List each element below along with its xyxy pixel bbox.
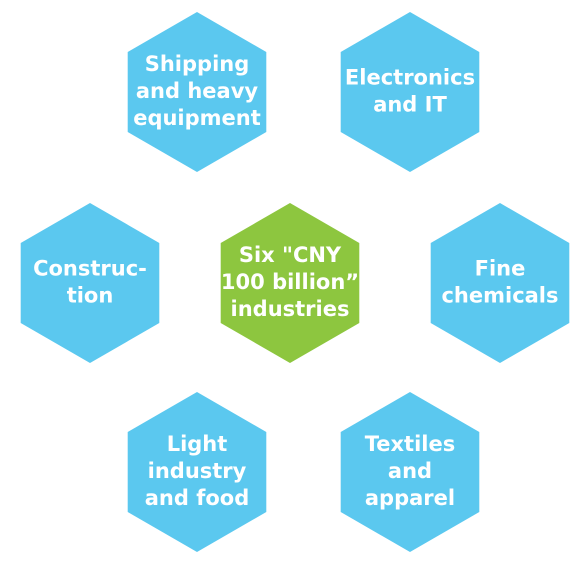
node-label: industry	[148, 459, 247, 483]
node-label: Textiles	[365, 432, 456, 456]
node-label: Six "CNY	[239, 243, 342, 267]
node-label: Fine	[475, 257, 526, 281]
node-label: and IT	[373, 93, 447, 117]
hexagon	[430, 203, 570, 363]
hexagon	[220, 203, 360, 363]
node-label: apparel	[365, 486, 455, 510]
hexagon	[20, 203, 160, 363]
node-label: tion	[67, 284, 114, 308]
hexagon	[340, 12, 480, 172]
node-label: Shipping	[145, 52, 250, 76]
node-label: Electronics	[345, 66, 475, 90]
node-label: equipment	[133, 106, 261, 130]
hexagon	[127, 12, 267, 172]
hexagon	[340, 392, 480, 552]
node-label: and food	[145, 486, 250, 510]
node-label: and	[388, 459, 432, 483]
node-label: Light	[167, 432, 228, 456]
node-label: and heavy	[136, 79, 259, 103]
node-label: 100 billion”	[221, 270, 359, 294]
node-label: industries	[231, 297, 350, 321]
node-label: chemicals	[441, 284, 558, 308]
hexagon	[127, 392, 267, 552]
node-label: Construc-	[33, 257, 147, 281]
